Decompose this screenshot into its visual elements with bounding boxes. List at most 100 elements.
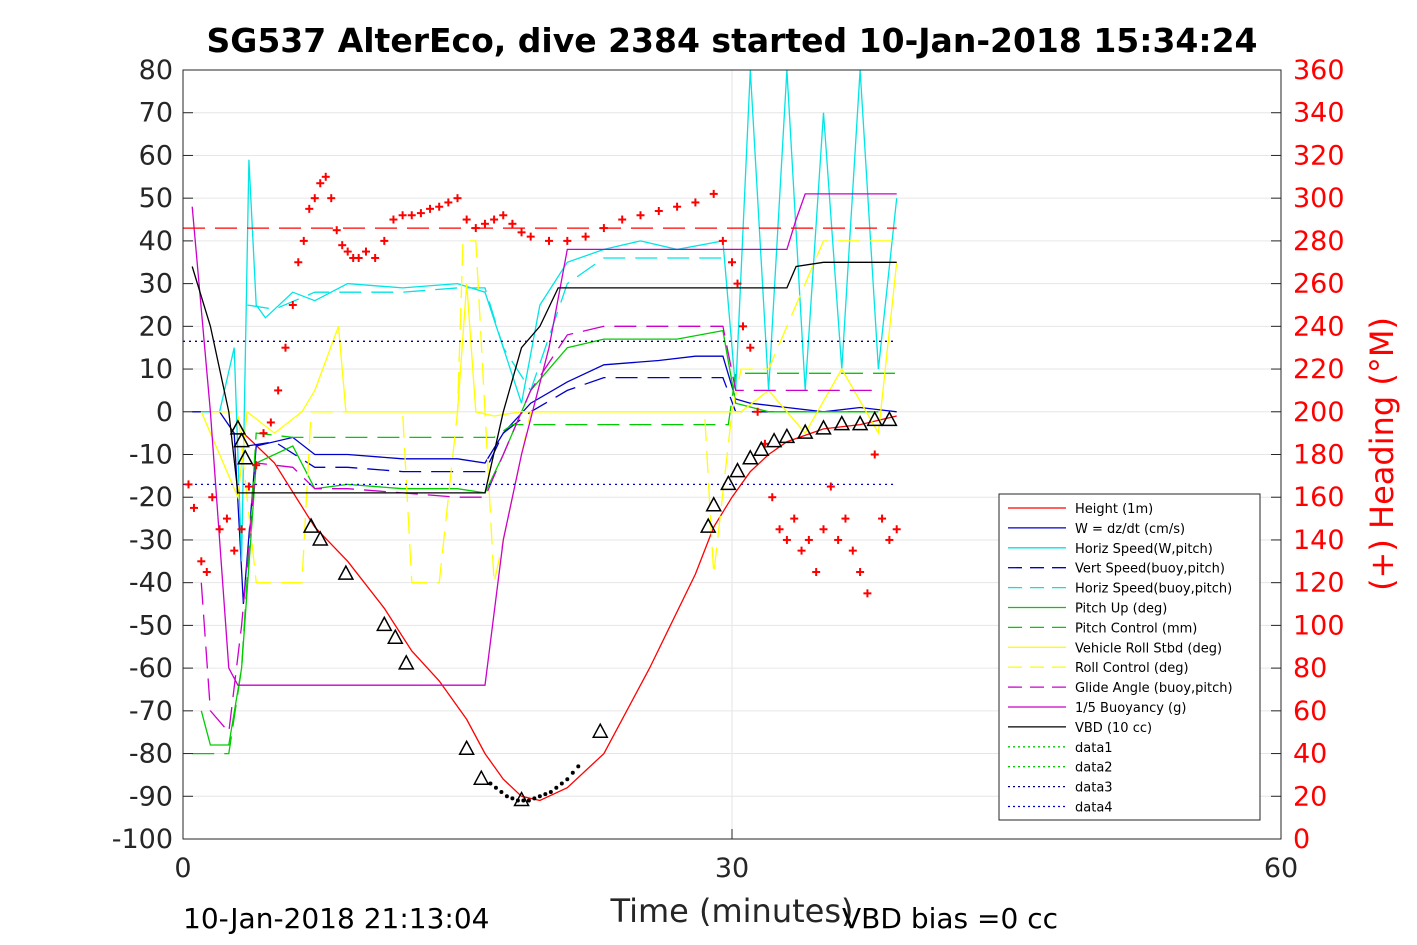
heading-point (826, 482, 835, 491)
legend-label: Glide Angle (buoy,pitch) (1075, 681, 1233, 696)
heading-point (834, 535, 843, 544)
y-right-tick-label: 300 (1293, 183, 1345, 214)
y-tick-label: -50 (129, 610, 173, 641)
heading-point (294, 258, 303, 267)
heading-point (856, 567, 865, 576)
triangle-marker (311, 530, 329, 546)
heading-point (691, 198, 700, 207)
triangle-marker (851, 415, 869, 431)
y-tick-label: 10 (139, 354, 173, 385)
legend-label: data2 (1075, 761, 1113, 776)
chart-title: SG537 AlterEco, dive 2384 started 10-Jan… (206, 21, 1257, 60)
heading-point (202, 567, 211, 576)
heading-point (444, 198, 453, 207)
triangle-marker (833, 415, 851, 431)
series-vehicle-roll-stbd-deg (200, 262, 898, 500)
heading-point (281, 343, 290, 352)
footer-vbd-bias: VBD bias =0 cc (842, 902, 1058, 935)
heading-point (563, 236, 572, 245)
y-tick-label: 50 (139, 183, 173, 214)
heading-point (462, 215, 471, 224)
dot-marker (521, 798, 526, 803)
dot-marker (576, 764, 581, 769)
heading-point (782, 535, 791, 544)
y-tick-label: -30 (129, 525, 173, 556)
heading-point (380, 236, 389, 245)
heading-point (812, 567, 821, 576)
heading-point (480, 219, 489, 228)
y-tick-label: 20 (139, 311, 173, 342)
left-axis-ticks: 80 70 60 50 40 30 20 10 0 -10 -20 -30 -40 -50 -60 -70 -8… (112, 55, 193, 855)
heading-point (636, 211, 645, 220)
legend-label: W = dz/dt (cm/s) (1075, 522, 1185, 537)
y-right-tick-label: 80 (1293, 653, 1327, 684)
dot-marker (510, 796, 515, 801)
legend: Height (1m) W = dz/dt (cm/s) Horiz Speed(W… (998, 493, 1261, 821)
heading-point (389, 215, 398, 224)
dot-marker (515, 798, 520, 803)
heading-point (471, 224, 480, 233)
legend-label: Vert Speed(buoy,pitch) (1075, 562, 1225, 577)
right-axis-label: (+) Heading (°M) (1363, 317, 1401, 591)
y-right-tick-label: 20 (1293, 781, 1327, 812)
x-tick-label: 30 (715, 853, 749, 884)
triangle-marker (337, 564, 355, 580)
y-right-tick-label: 220 (1293, 354, 1345, 385)
y-right-tick-label: 260 (1293, 269, 1345, 300)
heading-point (259, 429, 268, 438)
heading-point (274, 386, 283, 395)
triangle-marker (398, 654, 415, 670)
heading-point (892, 525, 901, 534)
heading-point (878, 514, 887, 523)
y-tick-label: -80 (129, 739, 173, 770)
y-tick-label: 0 (156, 397, 173, 428)
y-right-tick-label: 40 (1293, 739, 1327, 770)
heading-point (673, 202, 682, 211)
heading-point (819, 525, 828, 534)
heading-point (184, 480, 193, 489)
y-right-tick-label: 360 (1293, 55, 1345, 86)
heading-point (599, 224, 608, 233)
heading-point (266, 418, 275, 427)
dot-marker (493, 785, 498, 790)
triangle-marker (387, 628, 404, 644)
right-axis-ticks: 3603403203002802602402202001801601401201… (1271, 55, 1345, 855)
heading-point (768, 493, 777, 502)
legend-label: VBD (10 cc) (1075, 721, 1152, 736)
legend-label: Pitch Control (mm) (1075, 621, 1197, 636)
x-tick-label: 60 (1264, 853, 1298, 884)
heading-point (790, 514, 799, 523)
y-tick-label: -90 (129, 781, 173, 812)
heading-point (244, 482, 253, 491)
heading-point (197, 557, 206, 566)
triangle-marker (796, 423, 814, 439)
dot-marker (570, 770, 575, 775)
dot-marker (554, 785, 559, 790)
heading-point (310, 194, 319, 203)
y-tick-label: 80 (139, 55, 173, 86)
y-right-tick-label: 340 (1293, 98, 1345, 129)
heading-point (416, 209, 425, 218)
x-tick-label: 0 (174, 853, 191, 884)
heading-point (870, 450, 879, 459)
heading-point (208, 493, 217, 502)
y-right-tick-label: 100 (1293, 610, 1345, 641)
triangle-marker (233, 432, 250, 448)
heading-point (398, 211, 407, 220)
legend-label: 1/5 Buoyancy (g) (1075, 701, 1186, 716)
dot-marker (565, 777, 570, 782)
y-right-tick-label: 200 (1293, 397, 1345, 428)
triangle-marker (720, 474, 737, 491)
y-tick-label: -100 (112, 824, 173, 855)
triangle-marker (591, 722, 609, 738)
triangle-marker (765, 432, 783, 448)
heading-point (230, 546, 239, 555)
heading-point (327, 194, 336, 203)
heading-point (321, 172, 330, 181)
heading-point (499, 211, 508, 220)
heading-point (848, 546, 857, 555)
dot-marker (499, 790, 504, 795)
legend-label: data4 (1075, 801, 1113, 816)
series-group (183, 69, 898, 802)
heading-point (775, 525, 784, 534)
